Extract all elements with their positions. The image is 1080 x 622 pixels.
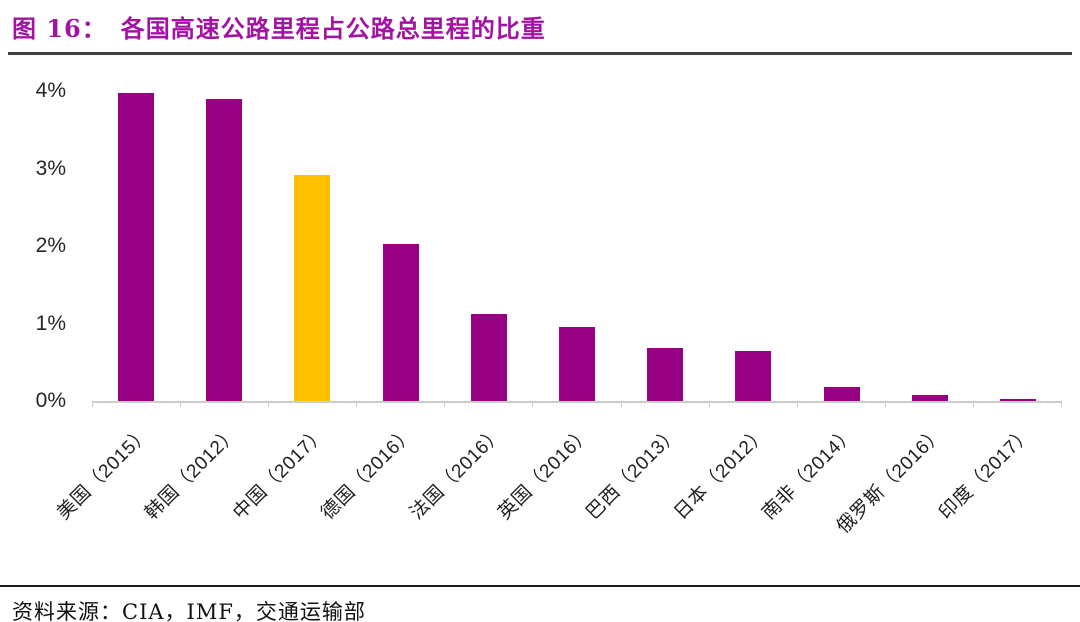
bar-俄罗斯（2016） bbox=[911, 394, 948, 401]
bar-日本（2012） bbox=[735, 350, 772, 401]
bar-南非（2014） bbox=[823, 387, 860, 401]
x-axis-labels: 美国（2015） 韩国（2012） 中国（2017） 德国（2016） 法国（2016）… bbox=[53, 407, 1062, 579]
y-axis-label: 1% bbox=[35, 311, 66, 335]
axis-tick bbox=[886, 403, 974, 407]
source-note: 资料来源：CIA，IMF，交通运输部 bbox=[12, 600, 366, 622]
axis-tick bbox=[798, 403, 886, 407]
bar-美国（2015） bbox=[118, 93, 155, 401]
footer: 资料来源：CIA，IMF，交通运输部 bbox=[0, 585, 1080, 622]
bar-巴西（2013） bbox=[647, 347, 684, 401]
bar-chart: 0% 1% 2% 3% 4% 美国（2015） 韩国（2012） 中国（2017） 德国（20… bbox=[36, 79, 1063, 579]
bar-韩国（2012） bbox=[206, 98, 243, 401]
y-axis-label: 3% bbox=[35, 156, 66, 180]
bar-德国（2016） bbox=[382, 244, 419, 401]
bar-cell bbox=[709, 350, 797, 401]
bar-cell bbox=[180, 98, 268, 401]
figure-header: 图 16： 各国高速公路里程占公路总里程的比重 bbox=[0, 0, 1080, 50]
y-axis-label: 2% bbox=[35, 234, 66, 257]
bar-cell bbox=[92, 93, 180, 401]
bar-cell bbox=[974, 398, 1062, 401]
bar-cell bbox=[445, 314, 533, 401]
bar-英国（2016） bbox=[559, 327, 596, 401]
x-label-cell: 印度（2017） bbox=[935, 407, 1062, 579]
axis-tick bbox=[445, 403, 534, 407]
figure-number: 图 16： bbox=[12, 14, 107, 43]
x-axis-label: 美国（2015） bbox=[53, 422, 155, 524]
plot-area: 0% 1% 2% 3% 4% bbox=[36, 79, 1062, 412]
axis-tick bbox=[357, 403, 446, 407]
bar-中国（2017） bbox=[294, 174, 331, 401]
bar-法国（2016） bbox=[470, 314, 507, 401]
axis-tick bbox=[533, 403, 622, 407]
bar-cell bbox=[357, 244, 445, 401]
axis-tick bbox=[974, 403, 1063, 407]
chart-title: 各国高速公路里程占公路总里程的比重 bbox=[120, 14, 546, 43]
bar-印度（2017） bbox=[999, 398, 1036, 401]
bar-cell bbox=[798, 387, 886, 401]
y-axis-label: 0% bbox=[35, 389, 66, 412]
axis-tick bbox=[710, 403, 798, 407]
bar-cell bbox=[621, 347, 709, 401]
y-axis: 0% 1% 2% 3% 4% bbox=[0, 79, 80, 412]
axis-tick bbox=[269, 403, 358, 407]
bar-cell bbox=[268, 174, 356, 401]
axis-tick bbox=[92, 403, 182, 407]
header-divider bbox=[8, 52, 1072, 55]
x-axis-line bbox=[92, 401, 1063, 407]
axis-tick bbox=[181, 403, 270, 407]
bar-cell bbox=[886, 394, 974, 401]
axis-tick bbox=[622, 403, 710, 407]
y-axis-label: 4% bbox=[35, 79, 66, 102]
bar-cell bbox=[533, 327, 621, 401]
